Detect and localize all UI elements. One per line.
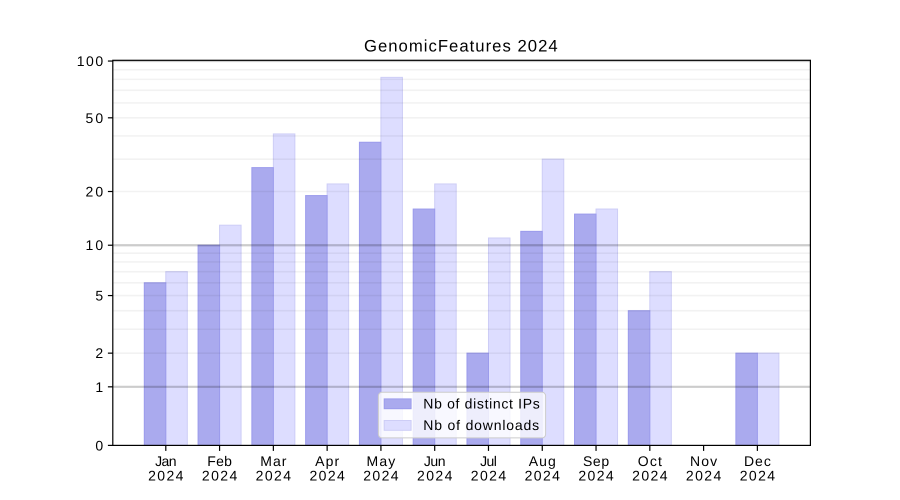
svg-text:50: 50 — [86, 110, 104, 126]
svg-text:20: 20 — [86, 184, 104, 200]
svg-text:2024: 2024 — [363, 468, 399, 484]
svg-text:Feb: Feb — [207, 453, 232, 469]
svg-text:Mar: Mar — [260, 453, 287, 469]
svg-text:Aug: Aug — [529, 453, 556, 469]
svg-text:Oct: Oct — [638, 453, 662, 469]
svg-text:Jul: Jul — [480, 453, 497, 469]
svg-text:100: 100 — [77, 53, 104, 69]
svg-text:2024: 2024 — [309, 468, 345, 484]
svg-text:Nov: Nov — [690, 453, 717, 469]
svg-text:Nb of downloads: Nb of downloads — [423, 417, 539, 433]
svg-text:2024: 2024 — [256, 468, 292, 484]
svg-text:2024: 2024 — [202, 468, 238, 484]
svg-text:1: 1 — [95, 379, 103, 395]
svg-text:0: 0 — [95, 437, 103, 453]
svg-text:Apr: Apr — [315, 453, 339, 469]
svg-text:2024: 2024 — [471, 468, 507, 484]
svg-text:5: 5 — [95, 288, 103, 304]
svg-text:2024: 2024 — [632, 468, 668, 484]
svg-text:2024: 2024 — [525, 468, 561, 484]
svg-text:2024: 2024 — [417, 468, 453, 484]
svg-text:2: 2 — [95, 345, 103, 361]
svg-text:2024: 2024 — [148, 468, 184, 484]
svg-text:2024: 2024 — [578, 468, 614, 484]
svg-text:2024: 2024 — [686, 468, 722, 484]
svg-text:Dec: Dec — [744, 453, 771, 469]
svg-text:May: May — [367, 453, 396, 469]
svg-text:GenomicFeatures 2024: GenomicFeatures 2024 — [364, 37, 558, 56]
svg-text:10: 10 — [86, 237, 104, 253]
svg-text:2024: 2024 — [740, 468, 776, 484]
svg-text:Jan: Jan — [155, 453, 176, 469]
svg-text:Nb of distinct IPs: Nb of distinct IPs — [423, 395, 539, 411]
svg-text:Jun: Jun — [424, 453, 446, 469]
svg-text:Sep: Sep — [583, 453, 609, 469]
